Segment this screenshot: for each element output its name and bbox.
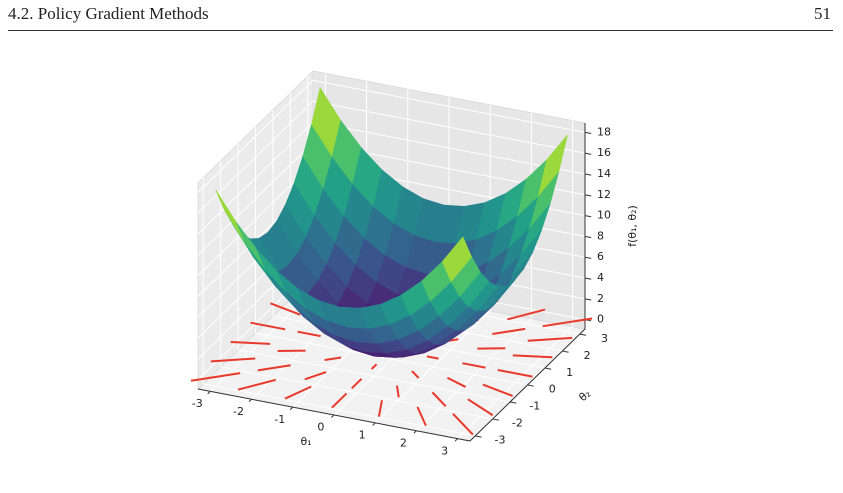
gradient-arrow bbox=[304, 371, 327, 381]
gradient-arrow bbox=[270, 302, 301, 316]
grid-line bbox=[197, 163, 314, 276]
grid-line bbox=[237, 349, 511, 403]
gradient-arrow bbox=[527, 336, 573, 342]
y-tick-label: -1 bbox=[529, 400, 540, 413]
x-tick-label: 3 bbox=[441, 444, 448, 457]
tick-mark bbox=[509, 401, 517, 404]
x-axis-label: θ₁ bbox=[301, 435, 312, 448]
axis-line bbox=[469, 328, 586, 442]
header-rule bbox=[8, 30, 833, 31]
x-tick-label: 1 bbox=[359, 429, 366, 442]
y-tick-label: 3 bbox=[601, 332, 608, 345]
z-tick-label: 10 bbox=[597, 209, 611, 222]
gradient-arrow bbox=[257, 364, 291, 372]
y-tick-label: -3 bbox=[494, 434, 505, 447]
grid-line bbox=[312, 100, 586, 154]
gradient-arrow bbox=[250, 321, 286, 331]
page-number: 51 bbox=[814, 4, 831, 23]
x-tick-label: -2 bbox=[233, 405, 244, 418]
gradient-arrow bbox=[411, 370, 420, 379]
gradient-arrow bbox=[370, 363, 378, 370]
gradient-arrow bbox=[507, 308, 546, 321]
z-axis-label: f(θ₁, θ₂) bbox=[626, 205, 639, 247]
tick-mark bbox=[584, 215, 592, 218]
x-tick-label: -3 bbox=[192, 397, 203, 410]
z-tick-label: 8 bbox=[597, 229, 604, 242]
tick-mark bbox=[584, 194, 592, 197]
z-tick-label: 6 bbox=[597, 250, 604, 263]
grid-line bbox=[197, 121, 314, 235]
tick-mark bbox=[584, 131, 592, 135]
tick-mark bbox=[584, 298, 592, 301]
gradient-arrow bbox=[324, 356, 342, 361]
grid-line bbox=[197, 142, 314, 256]
gradient-arrow bbox=[377, 400, 383, 417]
axis-line bbox=[197, 388, 471, 442]
surface-patch bbox=[441, 236, 472, 283]
gradient-arrow bbox=[452, 413, 474, 436]
gradient-arrow bbox=[492, 327, 526, 335]
x-tick-label: 0 bbox=[317, 421, 324, 434]
y-tick-label: 1 bbox=[566, 366, 573, 379]
gradient-arrow bbox=[426, 355, 439, 360]
gradient-arrow bbox=[190, 372, 241, 382]
gradient-arrow bbox=[446, 376, 467, 388]
y-tick-label: 2 bbox=[584, 349, 591, 362]
grid-line bbox=[197, 100, 314, 214]
tick-mark bbox=[584, 277, 592, 280]
tick-mark bbox=[584, 173, 592, 176]
tick-mark bbox=[475, 435, 482, 438]
y-tick-label: 0 bbox=[549, 383, 556, 396]
tick-mark bbox=[584, 235, 592, 239]
grid-line bbox=[312, 79, 586, 133]
gradient-arrow bbox=[512, 354, 553, 359]
gradient-arrow bbox=[431, 391, 447, 407]
tick-mark bbox=[579, 333, 587, 336]
gradient-arrow bbox=[297, 330, 321, 338]
tick-mark bbox=[562, 350, 569, 353]
z-tick-label: 2 bbox=[597, 292, 604, 305]
gradient-arrow bbox=[237, 378, 276, 391]
gradient-arrow bbox=[351, 378, 363, 390]
grid-line bbox=[312, 121, 586, 175]
z-tick-label: 18 bbox=[597, 125, 611, 138]
gradient-arrow bbox=[462, 362, 486, 369]
z-tick-label: 12 bbox=[597, 188, 611, 201]
z-tick-label: 14 bbox=[597, 167, 611, 180]
gradient-arrow bbox=[416, 406, 427, 427]
section-title: 4.2. Policy Gradient Methods bbox=[8, 4, 209, 23]
tick-mark bbox=[584, 152, 592, 155]
tick-mark bbox=[527, 384, 534, 387]
z-tick-label: 4 bbox=[597, 271, 604, 284]
gradient-arrow bbox=[395, 385, 400, 398]
gradient-arrow bbox=[482, 383, 513, 397]
gradient-arrow bbox=[542, 317, 593, 328]
tick-mark bbox=[492, 418, 499, 421]
y-axis-label: θ₂ bbox=[576, 387, 593, 404]
grid-line bbox=[203, 383, 476, 437]
tick-mark bbox=[584, 256, 592, 259]
gradient-arrow bbox=[331, 392, 348, 409]
z-tick-label: 0 bbox=[597, 313, 604, 326]
gradient-arrow bbox=[284, 385, 312, 400]
gradient-arrow bbox=[497, 368, 533, 378]
grid-line bbox=[220, 366, 493, 420]
z-tick-label: 16 bbox=[597, 146, 611, 159]
x-tick-label: 2 bbox=[400, 436, 407, 449]
gradient-arrow bbox=[467, 398, 494, 417]
y-tick-label: -2 bbox=[512, 417, 523, 430]
grid-line bbox=[255, 332, 528, 386]
tick-mark bbox=[544, 367, 552, 370]
gradient-arrow bbox=[230, 341, 271, 345]
gradient-arrow bbox=[210, 357, 256, 363]
grid-line bbox=[197, 80, 314, 193]
x-tick-label: -1 bbox=[274, 413, 285, 426]
